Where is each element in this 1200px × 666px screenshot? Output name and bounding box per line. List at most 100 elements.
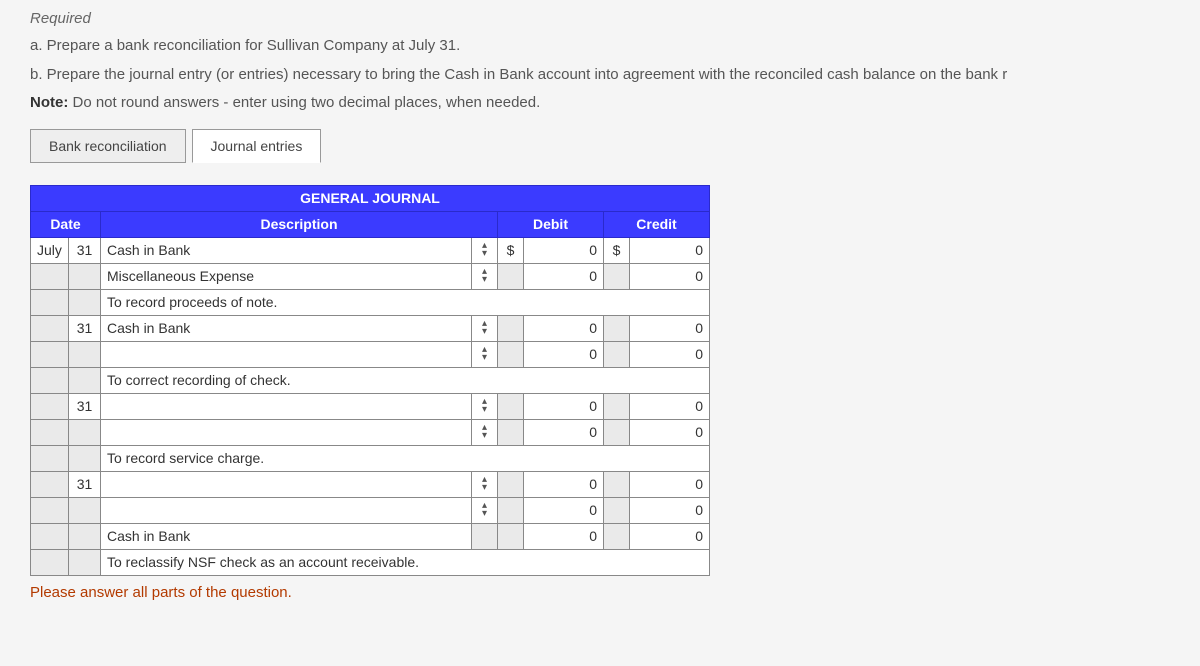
chevron-updown-icon (482, 268, 487, 284)
cell-description[interactable] (101, 497, 472, 523)
cell-debit[interactable]: 0 (523, 419, 603, 445)
cell-debit-currency (497, 263, 523, 289)
chevron-updown-icon (482, 476, 487, 492)
tab-journal-entries[interactable]: Journal entries (192, 129, 322, 163)
cell-month (31, 289, 69, 315)
cell-description[interactable]: Miscellaneous Expense (101, 263, 472, 289)
answer-all-parts-note: Please answer all parts of the question. (30, 584, 1170, 601)
cell-credit[interactable]: 0 (629, 471, 709, 497)
cell-month (31, 419, 69, 445)
cell-description-memo: To reclassify NSF check as an account re… (101, 549, 710, 575)
cell-day (69, 263, 101, 289)
cell-debit-currency (497, 393, 523, 419)
table-row: 00 (31, 419, 710, 445)
cell-day (69, 549, 101, 575)
cell-debit-currency: $ (497, 237, 523, 263)
table-row: Cash in Bank 00 (31, 523, 710, 549)
cell-credit[interactable]: 0 (629, 393, 709, 419)
cell-debit[interactable]: 0 (523, 523, 603, 549)
cell-day: 31 (69, 471, 101, 497)
dropdown-toggle[interactable] (471, 263, 497, 289)
cell-description[interactable] (101, 393, 472, 419)
cell-credit-currency (603, 471, 629, 497)
dropdown-toggle[interactable] (471, 237, 497, 263)
cell-month (31, 263, 69, 289)
dropdown-toggle[interactable] (471, 393, 497, 419)
cell-description[interactable] (101, 471, 472, 497)
cell-debit[interactable]: 0 (523, 263, 603, 289)
cell-day: 31 (69, 393, 101, 419)
cell-day (69, 367, 101, 393)
header-date: Date (31, 211, 101, 237)
dropdown-toggle[interactable] (471, 497, 497, 523)
table-row: To correct recording of check. (31, 367, 710, 393)
table-row: To record proceeds of note. (31, 289, 710, 315)
cell-credit-currency (603, 393, 629, 419)
cell-month (31, 367, 69, 393)
header-debit: Debit (497, 211, 603, 237)
cell-description[interactable] (101, 341, 472, 367)
cell-month (31, 445, 69, 471)
cell-credit[interactable]: 0 (629, 263, 709, 289)
dropdown-toggle (471, 523, 497, 549)
cell-debit[interactable]: 0 (523, 497, 603, 523)
cell-debit[interactable]: 0 (523, 315, 603, 341)
general-journal-table: GENERAL JOURNAL Date Description Debit C… (30, 185, 710, 576)
cell-credit[interactable]: 0 (629, 341, 709, 367)
chevron-updown-icon (482, 424, 487, 440)
cell-credit-currency (603, 341, 629, 367)
table-row: To record service charge. (31, 445, 710, 471)
note-text: Do not round answers - enter using two d… (73, 94, 541, 111)
tab-bank-reconciliation[interactable]: Bank reconciliation (30, 129, 186, 163)
cell-credit[interactable]: 0 (629, 523, 709, 549)
cell-credit-currency (603, 315, 629, 341)
table-row: 31 00 (31, 471, 710, 497)
cell-description-memo: To record proceeds of note. (101, 289, 710, 315)
table-row: Miscellaneous Expense 00 (31, 263, 710, 289)
journal-title: GENERAL JOURNAL (31, 185, 710, 211)
cell-debit[interactable]: 0 (523, 471, 603, 497)
cell-month (31, 471, 69, 497)
cell-debit-currency (497, 315, 523, 341)
cell-month (31, 523, 69, 549)
cell-day (69, 497, 101, 523)
cell-debit[interactable]: 0 (523, 393, 603, 419)
cell-day (69, 289, 101, 315)
cell-month (31, 315, 69, 341)
cell-credit[interactable]: 0 (629, 497, 709, 523)
cell-debit-currency (497, 471, 523, 497)
cell-month (31, 497, 69, 523)
required-heading: Required (30, 10, 1170, 27)
cell-day (69, 341, 101, 367)
tab-bar: Bank reconciliation Journal entries (30, 129, 1170, 163)
journal-container: GENERAL JOURNAL Date Description Debit C… (30, 185, 710, 576)
dropdown-toggle[interactable] (471, 419, 497, 445)
table-row: July31Cash in Bank$0$0 (31, 237, 710, 263)
cell-credit[interactable]: 0 (629, 419, 709, 445)
dropdown-toggle[interactable] (471, 341, 497, 367)
cell-debit[interactable]: 0 (523, 341, 603, 367)
cell-credit[interactable]: 0 (629, 237, 709, 263)
cell-credit[interactable]: 0 (629, 315, 709, 341)
table-row: 31Cash in Bank00 (31, 315, 710, 341)
cell-description[interactable]: Cash in Bank (101, 315, 472, 341)
cell-month (31, 549, 69, 575)
table-row: To reclassify NSF check as an account re… (31, 549, 710, 575)
cell-description[interactable]: Cash in Bank (101, 523, 472, 549)
journal-title-row: GENERAL JOURNAL (31, 185, 710, 211)
cell-credit-currency: $ (603, 237, 629, 263)
note-label: Note: (30, 94, 68, 111)
cell-description[interactable] (101, 419, 472, 445)
dropdown-toggle[interactable] (471, 471, 497, 497)
cell-description-memo: To record service charge. (101, 445, 710, 471)
cell-credit-currency (603, 419, 629, 445)
cell-month (31, 341, 69, 367)
cell-debit[interactable]: 0 (523, 237, 603, 263)
table-row: 00 (31, 497, 710, 523)
dropdown-toggle[interactable] (471, 315, 497, 341)
cell-day (69, 445, 101, 471)
chevron-updown-icon (482, 346, 487, 362)
cell-debit-currency (497, 497, 523, 523)
instruction-note: Note: Do not round answers - enter using… (30, 92, 1170, 115)
cell-description[interactable]: Cash in Bank (101, 237, 472, 263)
